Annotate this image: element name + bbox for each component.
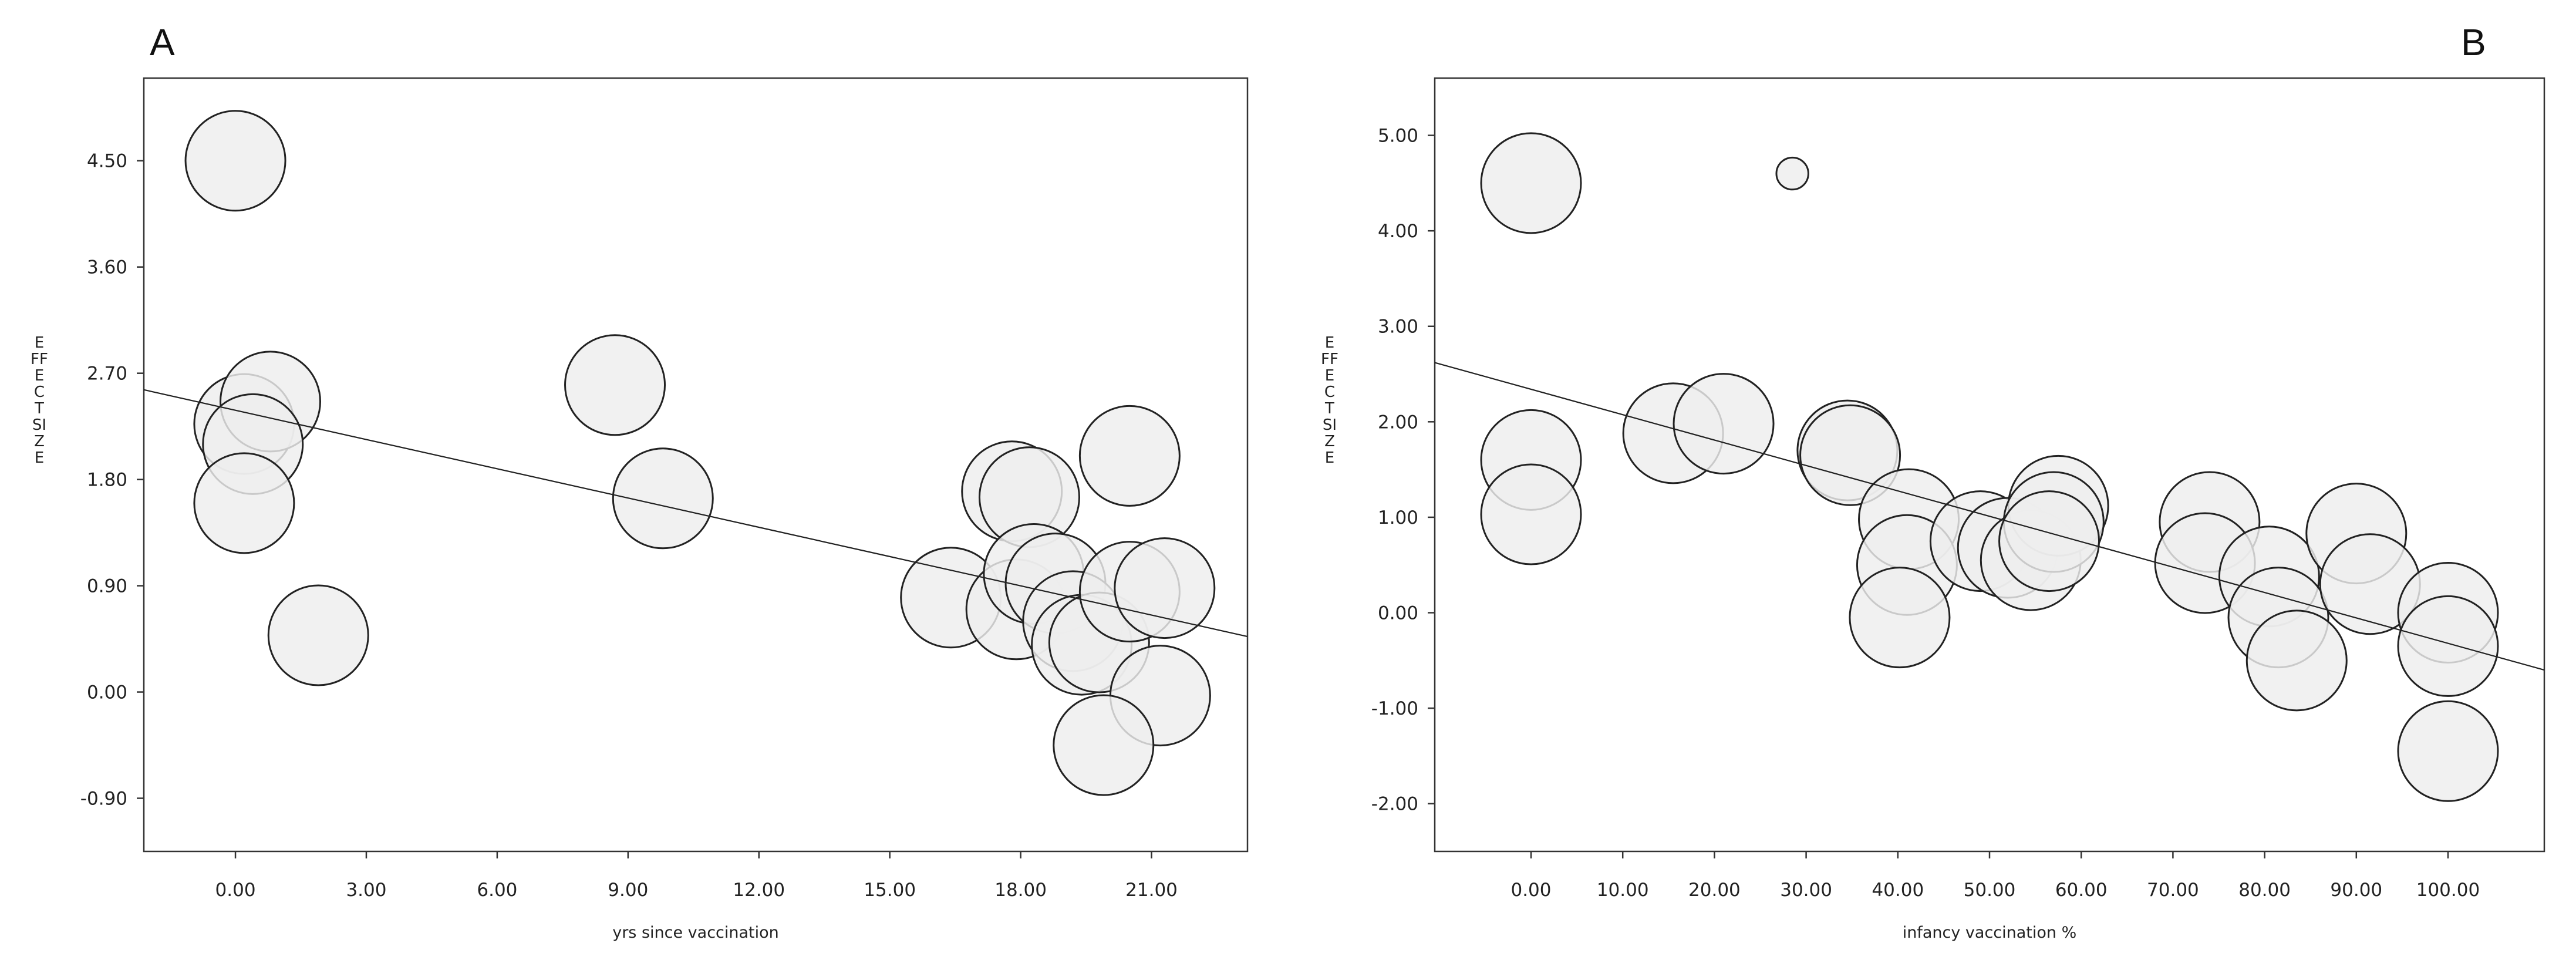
- data-point: [1775, 156, 1809, 191]
- x-tick-label: 6.00: [477, 880, 517, 901]
- x-tick-label: 10.00: [1597, 880, 1649, 901]
- y-tick-label: 0.90: [87, 576, 127, 597]
- y-tick-label: 0.00: [1378, 603, 1418, 624]
- x-axis-label-a: yrs since vaccination: [612, 924, 779, 942]
- x-tick-label: 80.00: [2238, 880, 2291, 901]
- plot-frame-a: [143, 77, 1249, 853]
- y-tick-label: 4.00: [1378, 221, 1418, 242]
- x-tick-label: 15.00: [864, 880, 916, 901]
- y-tick-label: -2.00: [1371, 794, 1418, 815]
- y-tick-label: 2.70: [87, 363, 127, 385]
- x-tick-label: 30.00: [1780, 880, 1832, 901]
- y-tick-label: -1.00: [1371, 698, 1418, 719]
- x-tick-label: 3.00: [346, 880, 386, 901]
- x-tick-label: 100.00: [2416, 880, 2480, 901]
- data-point: [1114, 537, 1216, 639]
- panel-a: A EFFECT SIZE yrs since vaccination 0.00…: [31, 21, 1249, 942]
- y-axis-label-a: EFFECT SIZE: [31, 334, 48, 467]
- x-tick-label: 90.00: [2330, 880, 2382, 901]
- x-tick-label: 70.00: [2147, 880, 2199, 901]
- x-axis-label-b: infancy vaccination %: [1902, 924, 2077, 942]
- regression-line-a: [143, 389, 1248, 638]
- data-point: [1799, 404, 1901, 506]
- data-point: [1053, 694, 1155, 796]
- y-tick-label: 5.00: [1378, 126, 1418, 147]
- data-point: [2245, 609, 2348, 712]
- y-tick-label: 3.60: [87, 257, 127, 278]
- y-tick-label: 3.00: [1378, 316, 1418, 338]
- data-point: [267, 584, 369, 686]
- plot-frame-b: [1434, 77, 2545, 853]
- data-point: [612, 447, 714, 550]
- data-point: [193, 452, 295, 554]
- data-point: [1078, 405, 1181, 507]
- x-tick-label: 0.00: [215, 880, 256, 901]
- y-tick-label: 4.50: [87, 151, 127, 172]
- data-point: [2397, 700, 2499, 802]
- panel-letter-b: B: [2461, 21, 2486, 63]
- panel-letter-a: A: [150, 21, 175, 63]
- y-tick-label: 1.80: [87, 470, 127, 491]
- scatter-plot-a: 0.00 3.00 6.00 9.00 12.00 15.00 18.00 21.00 -0.9…: [80, 77, 1249, 901]
- x-tick-label: 18.00: [994, 880, 1047, 901]
- data-point: [1480, 132, 1582, 234]
- x-tick-label: 0.00: [1510, 880, 1551, 901]
- x-tick-label: 12.00: [733, 880, 785, 901]
- x-tick-label: 40.00: [1872, 880, 1924, 901]
- data-point: [2397, 595, 2499, 697]
- y-tick-label: 0.00: [87, 682, 127, 703]
- data-point: [184, 110, 286, 212]
- x-tick-label: 9.00: [608, 880, 648, 901]
- data-point: [564, 334, 666, 436]
- data-point: [1849, 567, 1951, 669]
- x-tick-label: 21.00: [1125, 880, 1178, 901]
- panel-b: B EFFECT SIZE infancy vaccination % 0.00…: [1288, 0, 2576, 970]
- x-tick-label: 50.00: [1964, 880, 2016, 901]
- regression-line-b: [1434, 362, 2545, 671]
- y-tick-label: 1.00: [1378, 507, 1418, 528]
- data-point: [1480, 463, 1582, 565]
- y-tick-label: -0.90: [80, 789, 127, 810]
- y-axis-label-b: EFFECT SIZE: [1321, 334, 1338, 467]
- y-tick-label: 2.00: [1378, 412, 1418, 433]
- data-point: [1673, 373, 1775, 475]
- data-point: [1998, 490, 2100, 592]
- scatter-plot-b: 0.00 10.00 20.00 30.00 40.00 50.00 60.00 70.00 8…: [1371, 77, 2545, 901]
- x-tick-label: 60.00: [2055, 880, 2108, 901]
- x-tick-label: 20.00: [1688, 880, 1741, 901]
